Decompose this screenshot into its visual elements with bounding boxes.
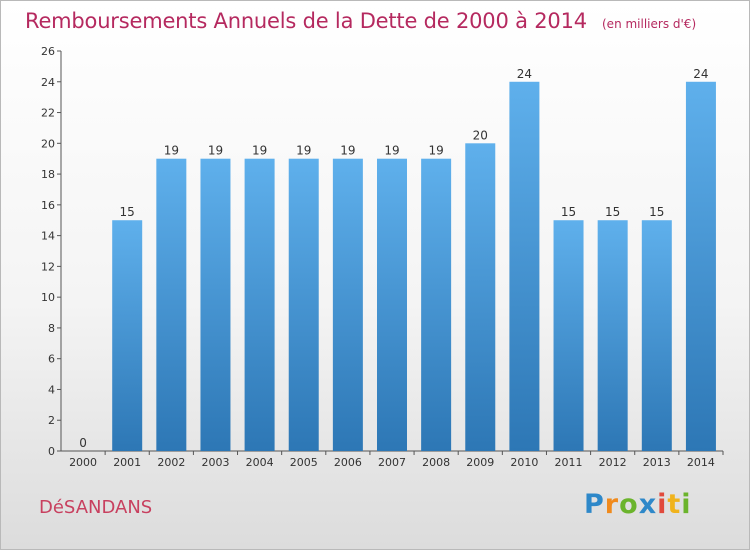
- bar: [377, 158, 407, 451]
- data-label: 19: [340, 144, 355, 158]
- logo-letter: t: [667, 489, 682, 520]
- title-row: Remboursements Annuels de la Dette de 20…: [25, 9, 696, 33]
- bar: [332, 158, 363, 451]
- y-tick-label: 4: [48, 383, 55, 396]
- x-tick-label: 2001: [113, 456, 141, 469]
- logo-letter: r: [604, 489, 620, 520]
- y-tick-label: 18: [41, 168, 55, 181]
- y-tick-label: 24: [41, 76, 55, 89]
- data-labels: 0 15 19 19 19 19 19 19 19 20 24 15 15 15 24: [79, 67, 708, 450]
- x-tick-label: 2002: [157, 456, 185, 469]
- commune-name: DéSANDANS: [39, 497, 153, 518]
- bar: [288, 158, 319, 451]
- bar: [509, 81, 540, 452]
- y-tick-label: 26: [41, 45, 55, 58]
- bar: [421, 158, 452, 451]
- data-label: 19: [252, 144, 267, 158]
- data-label: 15: [605, 205, 620, 219]
- x-tick-label: 2007: [378, 456, 406, 469]
- x-tick-label: 2005: [290, 456, 318, 469]
- data-label: 19: [208, 144, 223, 158]
- data-label: 19: [384, 144, 399, 158]
- bar: [156, 158, 187, 451]
- bar: [641, 220, 672, 451]
- x-tick-label: 2009: [466, 456, 494, 469]
- x-tick-label: 2014: [687, 456, 715, 469]
- y-tick-label: 12: [41, 260, 55, 273]
- bar: [685, 81, 716, 452]
- bar: [553, 220, 584, 451]
- x-tick-label: 2011: [555, 456, 583, 469]
- chart-subtitle: (en milliers d'€): [602, 17, 697, 31]
- chart-title: Remboursements Annuels de la Dette de 20…: [25, 9, 587, 33]
- y-tick-label: 10: [41, 291, 55, 304]
- x-tick-label: 2004: [246, 456, 274, 469]
- logo-letter: x: [638, 489, 658, 520]
- data-label: 19: [428, 144, 443, 158]
- y-tick-label: 6: [48, 353, 55, 366]
- data-label: 15: [120, 205, 135, 219]
- y-tick-label: 20: [41, 137, 55, 150]
- x-tick-label: 2006: [334, 456, 362, 469]
- data-label: 0: [79, 436, 87, 450]
- data-label: 24: [693, 67, 708, 81]
- data-label: 19: [296, 144, 311, 158]
- bar: [597, 220, 628, 451]
- x-tick-label: 2010: [510, 456, 538, 469]
- y-tick-label: 14: [41, 230, 55, 243]
- y-tick-label: 0: [48, 445, 55, 458]
- y-tick-label: 16: [41, 199, 55, 212]
- logo-letter: i: [657, 489, 668, 520]
- data-label: 20: [473, 128, 488, 142]
- data-label: 24: [517, 67, 532, 81]
- bar: [244, 158, 275, 451]
- logo-letter: o: [619, 489, 639, 520]
- data-label: 15: [561, 205, 576, 219]
- x-tick-label: 2008: [422, 456, 450, 469]
- y-tick-label: 2: [48, 414, 55, 427]
- logo-letter: i: [681, 489, 692, 520]
- x-tick-label: 2013: [643, 456, 671, 469]
- x-tick-label: 2003: [201, 456, 229, 469]
- logo-letter: P: [584, 489, 605, 520]
- bar: [200, 158, 231, 451]
- y-tick-label: 8: [48, 322, 55, 335]
- y-tick-label: 22: [41, 107, 55, 120]
- bar: [112, 220, 143, 451]
- data-label: 19: [164, 144, 179, 158]
- bars: [112, 81, 716, 452]
- x-tick-label: 2000: [69, 456, 97, 469]
- proxiti-logo: Proxiti: [584, 489, 692, 520]
- x-tick-label: 2012: [599, 456, 627, 469]
- data-label: 15: [649, 205, 664, 219]
- bar: [465, 143, 496, 452]
